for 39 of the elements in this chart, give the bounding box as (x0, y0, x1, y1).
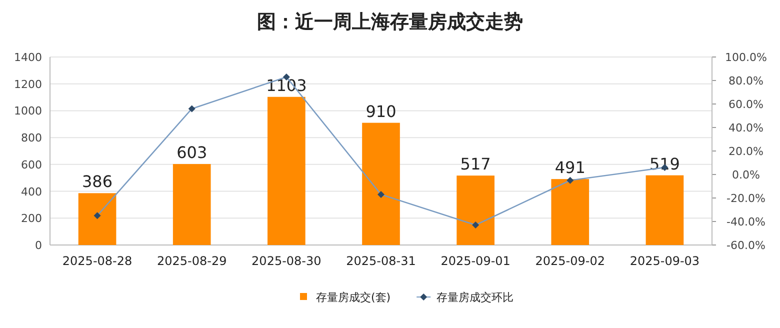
chart-title: 图：近一周上海存量房成交走势 (257, 11, 523, 33)
x-tick-label: 2025-09-02 (535, 254, 606, 268)
y2-tick-label: 60.0% (728, 98, 764, 111)
bar (268, 96, 306, 245)
y-tick-label: 200 (21, 212, 42, 226)
y2-tick-label: 100.0% (725, 51, 767, 64)
x-tick-label: 2025-08-31 (346, 254, 416, 268)
bar (172, 164, 211, 245)
y2-tick-label: -20.0% (726, 192, 766, 205)
y2-tick-label: 20.0% (728, 145, 764, 158)
legend-label: 存量房成交环比 (436, 291, 514, 304)
data-label: 491 (554, 158, 586, 178)
bar (362, 122, 400, 245)
y-tick-label: 0 (35, 239, 42, 252)
y2-tick-label: 0.0% (732, 168, 760, 182)
data-label: 386 (82, 172, 113, 192)
data-label: 517 (460, 154, 491, 174)
y-tick-label: 1000 (14, 104, 42, 118)
y-tick-label: 1200 (14, 78, 42, 91)
y-tick-label: 600 (21, 158, 42, 172)
bar (646, 175, 684, 245)
y2-tick-label: -40.0% (726, 216, 766, 228)
legend-label: 存量房成交(套) (316, 291, 391, 304)
data-label: 910 (366, 102, 396, 121)
y-tick-label: 1400 (14, 51, 42, 64)
bar (78, 193, 116, 245)
x-tick-label: 2025-09-03 (630, 254, 700, 268)
x-tick-label: 2025-09-01 (440, 254, 510, 268)
bar (551, 179, 590, 245)
data-label: 603 (176, 143, 208, 162)
y-tick-label: 400 (21, 185, 42, 198)
x-tick-label: 2025-08-28 (62, 254, 132, 268)
bar (456, 176, 494, 245)
y2-tick-label: 40.0% (728, 122, 764, 134)
y2-tick-label: 80.0% (728, 74, 764, 88)
y2-tick-label: -60.0% (726, 239, 766, 252)
y-tick-label: 800 (21, 132, 42, 145)
x-tick-label: 2025-08-29 (156, 254, 227, 268)
x-tick-label: 2025-08-30 (252, 254, 322, 268)
